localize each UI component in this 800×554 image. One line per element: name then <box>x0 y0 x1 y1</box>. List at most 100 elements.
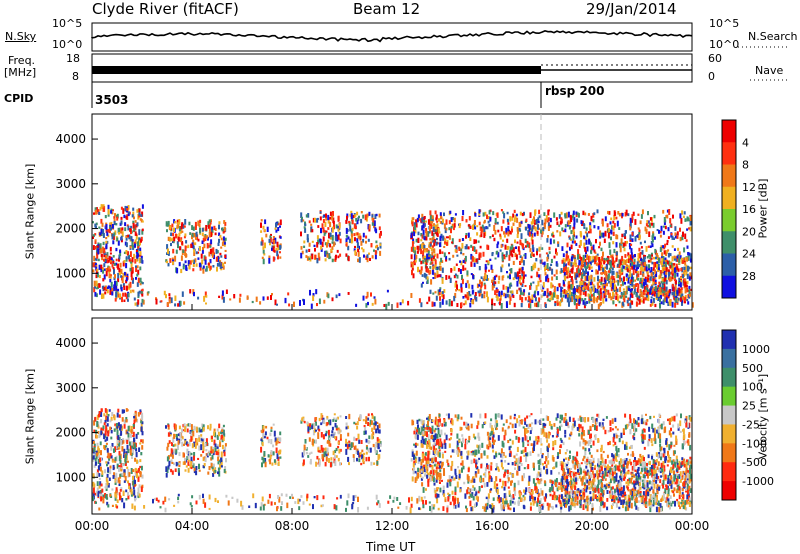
echo-cell <box>661 252 664 259</box>
echo-cell <box>131 289 134 292</box>
echo-cell <box>260 429 263 433</box>
echo-cell <box>484 274 487 279</box>
echo-cell <box>325 217 328 221</box>
echo-cell <box>688 285 691 290</box>
echo-cell <box>618 227 621 230</box>
echo-cell <box>522 292 525 296</box>
echo-cell <box>279 437 282 442</box>
echo-cell <box>650 257 653 260</box>
echo-cell <box>367 417 370 421</box>
echo-cell <box>223 242 226 245</box>
echo-cell <box>118 455 121 462</box>
echo-cell <box>436 272 439 278</box>
echo-cell <box>131 270 134 274</box>
echo-cell <box>650 267 653 273</box>
echo-cell <box>442 235 445 241</box>
echo-cell <box>501 264 504 268</box>
echo-cell <box>116 463 119 469</box>
echo-cell <box>625 209 628 216</box>
echo-cell <box>655 256 657 260</box>
echo-cell <box>569 290 572 295</box>
echo-cell <box>615 295 618 300</box>
echo-cell <box>544 481 547 487</box>
echo-cell <box>326 417 329 420</box>
echo-cell <box>599 235 602 239</box>
echo-cell <box>420 439 423 444</box>
echo-cell <box>535 219 538 225</box>
echo-cell <box>453 217 456 223</box>
echo-cell <box>521 283 524 287</box>
echo-cell <box>597 226 600 230</box>
echo-cell <box>607 232 610 239</box>
echo-cell <box>470 244 473 248</box>
echo-cell <box>639 293 642 298</box>
echo-cell <box>116 412 119 418</box>
echo-cell <box>677 426 680 431</box>
echo-cell <box>305 255 308 258</box>
echo-cell <box>176 267 179 274</box>
echo-cell <box>379 243 382 246</box>
echo-cell <box>566 422 569 427</box>
echo-cell <box>120 429 123 436</box>
echo-cell <box>138 237 141 240</box>
echo-cell <box>502 219 505 224</box>
echo-cell <box>573 218 576 225</box>
echo-cell <box>124 227 127 232</box>
echo-cell <box>133 253 136 259</box>
echo-cell <box>627 297 630 301</box>
echo-cell <box>421 234 424 239</box>
echo-cell <box>212 247 215 254</box>
echo-cell <box>559 221 562 225</box>
echo-cell <box>478 284 481 287</box>
echo-cell <box>321 223 324 230</box>
echo-cell <box>246 295 249 300</box>
echo-cell <box>196 234 199 240</box>
echo-cell <box>277 254 279 260</box>
echo-cell <box>102 204 105 207</box>
echo-cell <box>129 289 132 294</box>
echo-cell <box>460 251 463 255</box>
echo-cell <box>332 241 335 247</box>
echo-cell <box>371 413 373 416</box>
echo-cell <box>662 209 665 214</box>
echo-cell <box>174 255 177 262</box>
echo-cell <box>536 248 539 252</box>
echo-cell <box>478 254 481 260</box>
echo-cell <box>612 257 614 263</box>
echo-cell <box>139 277 142 283</box>
echo-cell <box>506 474 509 479</box>
echo-cell <box>499 235 502 240</box>
echo-cell <box>522 260 525 266</box>
echo-cell <box>308 452 311 455</box>
echo-cell <box>531 251 534 257</box>
echo-cell <box>483 219 486 223</box>
echo-cell <box>317 450 320 453</box>
echo-cell <box>360 241 363 246</box>
echo-cell <box>555 217 558 221</box>
echo-cell <box>572 229 575 235</box>
echo-cell <box>505 301 508 308</box>
echo-cell <box>423 245 426 249</box>
echo-cell <box>452 227 455 231</box>
echo-cell <box>572 417 575 422</box>
echo-cell <box>478 209 481 214</box>
echo-cell <box>410 254 413 260</box>
echo-cell <box>617 435 620 438</box>
echo-cell <box>223 220 226 224</box>
echo-cell <box>505 232 508 235</box>
echo-cell <box>139 465 142 469</box>
echo-cell <box>474 295 477 299</box>
echo-cell <box>664 225 667 230</box>
echo-cell <box>574 240 576 244</box>
echo-cell <box>141 282 144 285</box>
echo-cell <box>521 297 524 303</box>
echo-cell <box>166 467 169 473</box>
echo-cell <box>365 457 368 462</box>
echo-cell <box>524 297 527 301</box>
echo-cell <box>109 224 112 228</box>
echo-cell <box>374 421 377 426</box>
echo-cell <box>139 472 142 478</box>
echo-cell <box>138 467 140 473</box>
echo-cell <box>320 422 323 426</box>
